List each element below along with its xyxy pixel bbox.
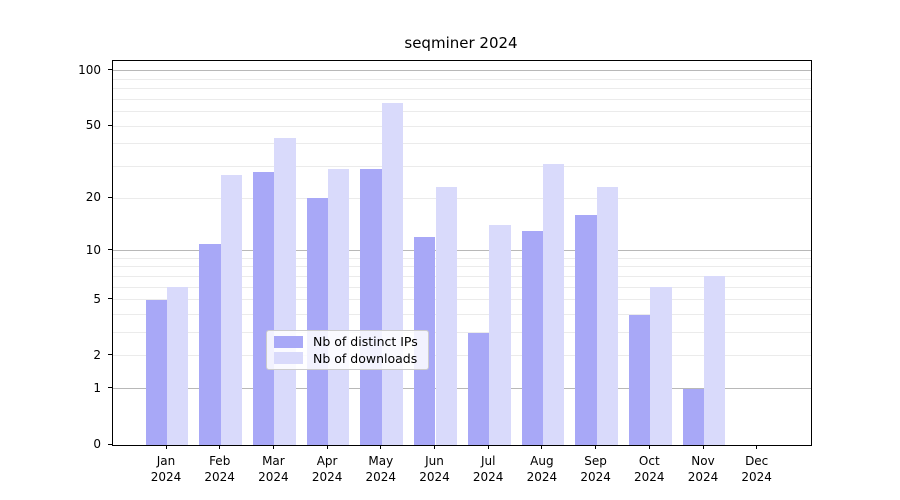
gridline-minor-30 <box>113 166 811 168</box>
x-tick-label-nov: Nov 2024 <box>687 454 719 484</box>
x-tick-label-apr: Apr 2024 <box>311 454 343 484</box>
gridline-minor-60 <box>113 111 811 113</box>
legend-label-downloads: Nb of downloads <box>313 350 418 366</box>
bar-downloads-mar <box>274 138 296 445</box>
y-tick-label-100: 100 <box>78 62 101 77</box>
bar-downloads-aug <box>542 163 565 445</box>
x-tick-label-jan: Jan 2024 <box>150 454 182 484</box>
x-tick-label-mar: Mar 2024 <box>258 454 289 484</box>
legend: Nb of distinct IPs Nb of downloads <box>266 330 429 370</box>
x-tick-aug <box>541 445 543 449</box>
y-tick-2 <box>108 354 112 356</box>
gridline-minor-6 <box>113 286 811 288</box>
y-tick-label-0: 0 <box>93 437 101 451</box>
bar-downloads-oct <box>650 287 672 445</box>
plot-area <box>112 60 812 446</box>
y-tick-label-2: 2 <box>93 347 101 362</box>
x-tick-label-jun: Jun 2024 <box>419 454 450 484</box>
chart-title: seqminer 2024 <box>404 34 518 52</box>
x-tick-feb <box>219 445 221 449</box>
x-tick-label-jul: Jul 2024 <box>472 454 504 484</box>
x-tick-label-aug: Aug 2024 <box>526 454 558 484</box>
x-tick-mar <box>272 445 274 449</box>
y-tick-100 <box>108 69 112 71</box>
bar-distinct-ips-jul <box>467 332 490 445</box>
bar-downloads-jan <box>167 287 189 445</box>
bar-distinct-ips-aug <box>521 231 543 445</box>
bar-distinct-ips-oct <box>628 314 651 445</box>
legend-entry-downloads: Nb of downloads <box>274 351 421 366</box>
x-tick-apr <box>326 445 328 449</box>
x-tick-dec <box>756 445 758 449</box>
y-tick-label-50: 50 <box>85 118 101 133</box>
gridline-major-1 <box>113 388 811 390</box>
y-tick-5 <box>108 298 112 300</box>
y-tick-label-10: 10 <box>85 242 101 257</box>
legend-entry-distinct-ips: Nb of distinct IPs <box>274 334 421 349</box>
gridline-minor-80 <box>113 88 811 90</box>
gridline-minor-3 <box>113 332 811 334</box>
gridline-minor-8 <box>113 266 811 268</box>
legend-swatch-distinct-ips <box>274 335 303 348</box>
bar-downloads-feb <box>220 174 243 445</box>
gridline-minor-90 <box>113 78 811 80</box>
gridline-minor-5 <box>113 299 811 301</box>
bar-distinct-ips-feb <box>199 243 221 445</box>
gridline-minor-50 <box>113 125 811 127</box>
gridline-major-10 <box>113 250 811 252</box>
gridline-minor-9 <box>113 257 811 259</box>
bar-downloads-jul <box>489 225 511 445</box>
gridline-minor-40 <box>113 143 811 145</box>
bar-downloads-may <box>381 102 404 445</box>
y-tick-label-1: 1 <box>93 380 101 395</box>
bar-distinct-ips-nov <box>682 388 704 445</box>
gridline-minor-4 <box>113 313 811 315</box>
x-tick-label-feb: Feb 2024 <box>204 454 235 484</box>
x-tick-label-dec: Dec 2024 <box>741 454 772 484</box>
bar-downloads-nov <box>704 276 726 445</box>
bar-distinct-ips-mar <box>253 171 275 445</box>
gridline-minor-20 <box>113 197 811 199</box>
bar-distinct-ips-may <box>360 169 382 445</box>
bar-distinct-ips-jan <box>145 299 167 445</box>
y-tick-20 <box>108 196 112 198</box>
y-tick-label-5: 5 <box>93 291 101 306</box>
x-tick-nov <box>702 445 704 449</box>
x-tick-jun <box>434 445 435 449</box>
x-tick-jan <box>165 445 167 449</box>
legend-label-distinct-ips: Nb of distinct IPs <box>313 334 418 350</box>
x-tick-oct <box>648 445 650 449</box>
bar-downloads-sep <box>596 187 618 445</box>
bar-distinct-ips-apr <box>306 198 329 445</box>
legend-swatch-downloads <box>274 352 303 365</box>
bar-downloads-apr <box>328 169 350 445</box>
gridline-minor-2 <box>113 355 811 357</box>
y-tick-label-20: 20 <box>85 190 101 205</box>
x-tick-jul <box>487 445 489 449</box>
gridline-minor-7 <box>113 275 811 277</box>
y-tick-10 <box>108 249 112 251</box>
x-tick-sep <box>595 445 597 449</box>
gridline-minor-70 <box>113 98 811 100</box>
x-tick-label-may: May 2024 <box>365 454 397 484</box>
x-tick-label-oct: Oct 2024 <box>634 454 665 484</box>
bar-downloads-jun <box>435 187 457 445</box>
y-tick-0 <box>108 443 112 445</box>
y-tick-1 <box>108 387 112 389</box>
gridline-major-100 <box>113 70 811 72</box>
bar-distinct-ips-sep <box>575 215 597 445</box>
y-tick-50 <box>108 124 112 126</box>
x-tick-may <box>380 445 382 449</box>
x-tick-label-sep: Sep 2024 <box>580 454 611 484</box>
